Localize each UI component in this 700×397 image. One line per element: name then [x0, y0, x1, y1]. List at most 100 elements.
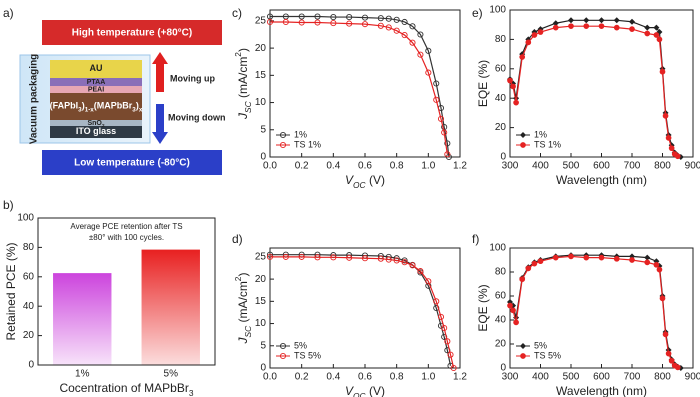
y-tick-label: 0 [28, 360, 34, 371]
point [441, 129, 448, 136]
point [525, 265, 532, 272]
y-tick-label: 0 [500, 363, 506, 374]
y-tick-label: 15 [255, 70, 267, 81]
point [531, 260, 538, 267]
point [537, 258, 544, 265]
point [433, 96, 440, 103]
point [377, 15, 384, 22]
point [425, 69, 432, 76]
layer-label-part: SnO [87, 120, 102, 127]
point [662, 112, 669, 119]
point [644, 259, 651, 266]
legend-marker [279, 342, 287, 350]
y-axis-label-part: J [236, 112, 250, 120]
layer-label-part: ) [136, 101, 139, 111]
y-axis-label-part: ) [236, 273, 250, 277]
up-label: Moving up [170, 73, 215, 83]
point [437, 313, 445, 320]
panel-label: d) [232, 232, 243, 246]
point [444, 140, 451, 147]
point [583, 17, 590, 24]
point [519, 276, 526, 283]
panel-label: b) [3, 198, 14, 212]
point [613, 17, 620, 24]
hot-plate [42, 20, 222, 45]
legend-label: 5% [294, 340, 307, 350]
point [653, 261, 660, 268]
x-axis-label: VOC (V) [345, 384, 385, 397]
point [510, 83, 516, 90]
y-tick-label: 40 [495, 315, 507, 326]
x-axis-label: Wavelength (nm) [556, 173, 647, 187]
point [266, 18, 274, 26]
point [437, 115, 445, 122]
point [598, 23, 605, 30]
point [659, 295, 666, 302]
arrow-up-head [152, 52, 168, 64]
point [314, 19, 321, 26]
y-tick-label: 5 [260, 124, 266, 135]
point [644, 24, 651, 31]
legend-marker [279, 131, 287, 139]
cold-plate [42, 150, 222, 175]
layer-label: AU [90, 63, 103, 73]
point [568, 253, 574, 260]
point [401, 259, 408, 266]
cold-label: Low temperature (-80°C) [74, 158, 190, 169]
point [668, 145, 675, 152]
panel-label: a) [3, 6, 14, 20]
y-tick-label: 0 [260, 363, 266, 374]
legend-marker [520, 142, 526, 148]
point [401, 257, 408, 264]
y-tick-label: 15 [255, 296, 267, 307]
y-tick-label: 25 [255, 16, 267, 27]
y-tick-label: 100 [489, 243, 506, 254]
point [361, 21, 369, 28]
series-line [509, 25, 679, 157]
y-tick-label: 10 [255, 97, 267, 108]
layer [50, 126, 142, 138]
y-tick-label: 10 [255, 318, 267, 329]
point [346, 254, 353, 261]
point [668, 357, 675, 364]
package-label: Vacuum packaging [29, 54, 40, 145]
x-axis-label-part: OC [353, 391, 367, 397]
y-tick-label: 60 [495, 63, 507, 74]
x-tick-label: 600 [593, 372, 610, 383]
point [425, 278, 432, 285]
point [519, 54, 526, 60]
point [444, 338, 451, 345]
layer-label: (FAPbI3)1-x(MAPbBr3)x [50, 101, 143, 114]
layer-label-part: (MAPbBr [94, 101, 133, 111]
legend-label: TS 1% [294, 139, 321, 149]
panel-label: f) [472, 232, 479, 246]
point [598, 17, 605, 24]
point [361, 14, 369, 21]
arrow-up [156, 62, 164, 92]
x-tick-label: 0.2 [295, 161, 309, 172]
point [537, 29, 544, 35]
x-tick-label: 300 [502, 161, 519, 172]
x-tick-label: 700 [624, 161, 641, 172]
point [656, 266, 663, 273]
layer [50, 120, 142, 126]
y-axis-label-part: EQE (%) [476, 60, 490, 107]
legend-marker [279, 141, 287, 149]
y-tick-label: 5 [260, 340, 266, 351]
point [409, 39, 416, 46]
y-axis-label-part: J [236, 336, 250, 344]
annotation: Average PCE retention after TS [70, 222, 182, 231]
point [531, 32, 538, 38]
legend-marker [520, 343, 526, 349]
layer [50, 60, 142, 78]
x-tick-label: 400 [532, 161, 549, 172]
layer [50, 78, 142, 86]
point [377, 22, 384, 29]
point [417, 31, 424, 38]
panel-label: c) [232, 6, 242, 20]
point [330, 20, 337, 27]
point [552, 254, 559, 261]
x-tick-label: 500 [563, 161, 580, 172]
point [433, 298, 440, 305]
x-tick-label: 1% [75, 369, 90, 380]
